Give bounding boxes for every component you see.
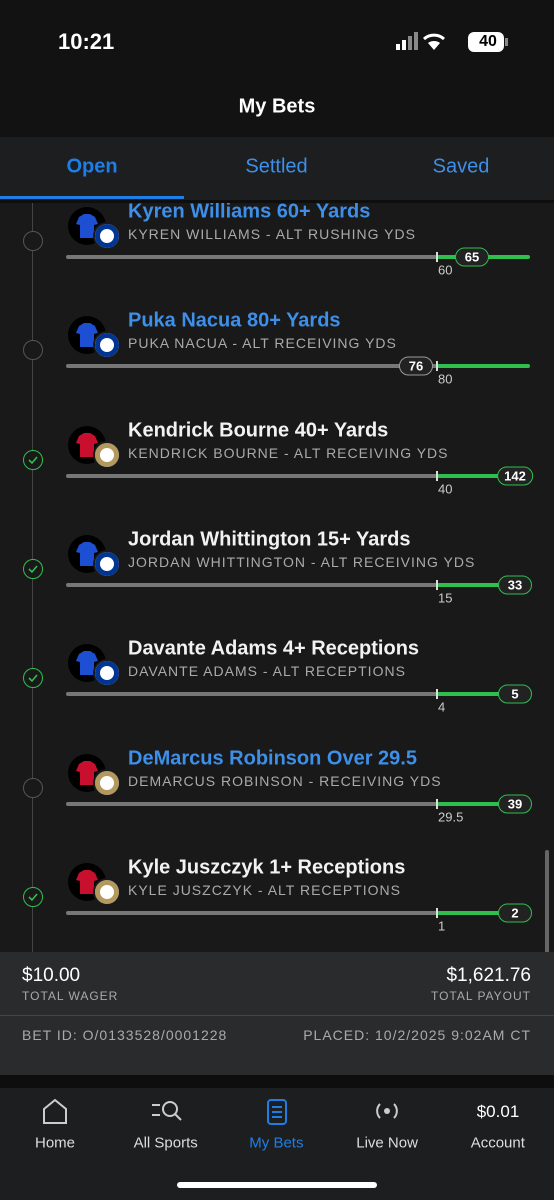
progress-target [437, 364, 530, 369]
tab[interactable]: Settled [245, 155, 308, 178]
line-marker [436, 907, 438, 918]
page-title: My Bets [238, 95, 316, 118]
team-logo [93, 331, 121, 360]
progress-target [437, 582, 530, 587]
payout: $1,621.76 [446, 965, 531, 986]
status-circle [23, 340, 43, 361]
progress-track [66, 364, 437, 369]
progress-target [437, 801, 530, 806]
current-value: 76 [399, 356, 433, 376]
current-value: 65 [455, 247, 489, 267]
team-logo [93, 440, 121, 469]
team-logo [93, 222, 121, 250]
leg-subtitle: KYREN WILLIAMS - ALT RUSHING YDS [128, 226, 416, 242]
leg-subtitle: DAVANTE ADAMS - ALT RECEPTIONS [128, 663, 406, 680]
leg-subtitle: DEMARCUS ROBINSON - RECEIVING YDS [128, 772, 442, 789]
leg-title[interactable]: Davante Adams 4+ Receptions [128, 637, 420, 660]
line-value: 15 [438, 590, 453, 606]
current-value: 33 [498, 575, 532, 595]
line-value: 80 [438, 371, 453, 387]
leg-title[interactable]: Kyren Williams 60+ Yards [128, 203, 371, 223]
wager-label: TOTAL WAGER [22, 989, 119, 1003]
line-marker [436, 579, 438, 590]
battery: 40 [479, 33, 497, 50]
nav-item[interactable]: Home [34, 1134, 76, 1152]
clock: 10:21 [58, 29, 115, 54]
progress-track [66, 582, 437, 587]
leg-subtitle: PUKA NACUA - ALT RECEIVING YDS [128, 335, 397, 352]
status-icons [396, 32, 508, 52]
progress-track [66, 801, 437, 806]
nav-item[interactable]: Live Now [356, 1134, 418, 1152]
current-value: 2 [498, 903, 532, 923]
tab[interactable]: Saved [432, 155, 490, 178]
bet-id: BET ID: O/0133528/0001228 [22, 1027, 228, 1043]
balance[interactable]: $0.01 [476, 1102, 520, 1121]
line-value: 4 [438, 699, 446, 715]
divider [0, 1015, 554, 1016]
progress-target [437, 910, 530, 915]
home-indicator [177, 1182, 377, 1188]
team-logo [93, 768, 121, 797]
line-marker [436, 252, 438, 262]
leg-title[interactable]: Puka Nacua 80+ Yards [128, 309, 341, 332]
current-value: 39 [498, 794, 532, 813]
line-value: 60 [438, 262, 453, 278]
team-logo [93, 877, 121, 906]
tab[interactable]: Open [66, 155, 118, 178]
leg-title[interactable]: Jordan Whittington 15+ Yards [128, 528, 411, 551]
line-value: 40 [438, 481, 453, 497]
payout-label: TOTAL PAYOUT [430, 989, 531, 1003]
line-value: 29.5 [438, 809, 464, 824]
leg-subtitle: JORDAN WHITTINGTON - ALT RECEIVING YDS [128, 553, 476, 570]
bet-legs: Kyren Williams 60+ Yards KYREN WILLIAMS -… [0, 203, 554, 952]
status-circle [23, 558, 43, 579]
line-marker [436, 798, 438, 809]
progress-target [437, 692, 530, 697]
placed-date: PLACED: 10/2/2025 9:02AM CT [303, 1027, 531, 1043]
wager: $10.00 [22, 965, 81, 986]
team-logo [93, 659, 121, 688]
progress-target [437, 473, 530, 478]
status-circle [23, 449, 43, 470]
line-value: 1 [438, 918, 446, 934]
nav-item[interactable]: All Sports [133, 1134, 198, 1152]
status-circle [23, 777, 43, 798]
tab-bar [0, 137, 554, 200]
status-circle [23, 886, 43, 907]
progress-track [66, 255, 437, 259]
top-bar [0, 0, 554, 137]
nav-item[interactable]: Account [470, 1134, 525, 1152]
summary [0, 952, 554, 1075]
line-marker [436, 689, 438, 700]
status-circle [23, 231, 43, 251]
status-circle [23, 668, 43, 689]
leg-subtitle: KENDRICK BOURNE - ALT RECEIVING YDS [128, 444, 449, 461]
line-marker [436, 361, 438, 372]
leg-title[interactable]: Kendrick Bourne 40+ Yards [128, 419, 389, 442]
leg-title[interactable]: DeMarcus Robinson Over 29.5 [128, 747, 417, 769]
current-value: 5 [498, 684, 532, 704]
scrollbar [545, 850, 549, 1010]
leg-title[interactable]: Kyle Juszczyk 1+ Receptions [128, 856, 406, 879]
nav-icons [43, 1098, 398, 1125]
progress-track [66, 473, 437, 478]
nav-item[interactable]: My Bets [249, 1134, 304, 1152]
current-value: 142 [497, 466, 533, 486]
line-marker [436, 470, 438, 481]
progress-track [66, 692, 437, 697]
leg-subtitle: KYLE JUSZCZYK - ALT RECEPTIONS [128, 881, 401, 898]
tab-indicator [0, 196, 184, 199]
team-logo [93, 549, 121, 578]
progress-track [66, 910, 437, 915]
